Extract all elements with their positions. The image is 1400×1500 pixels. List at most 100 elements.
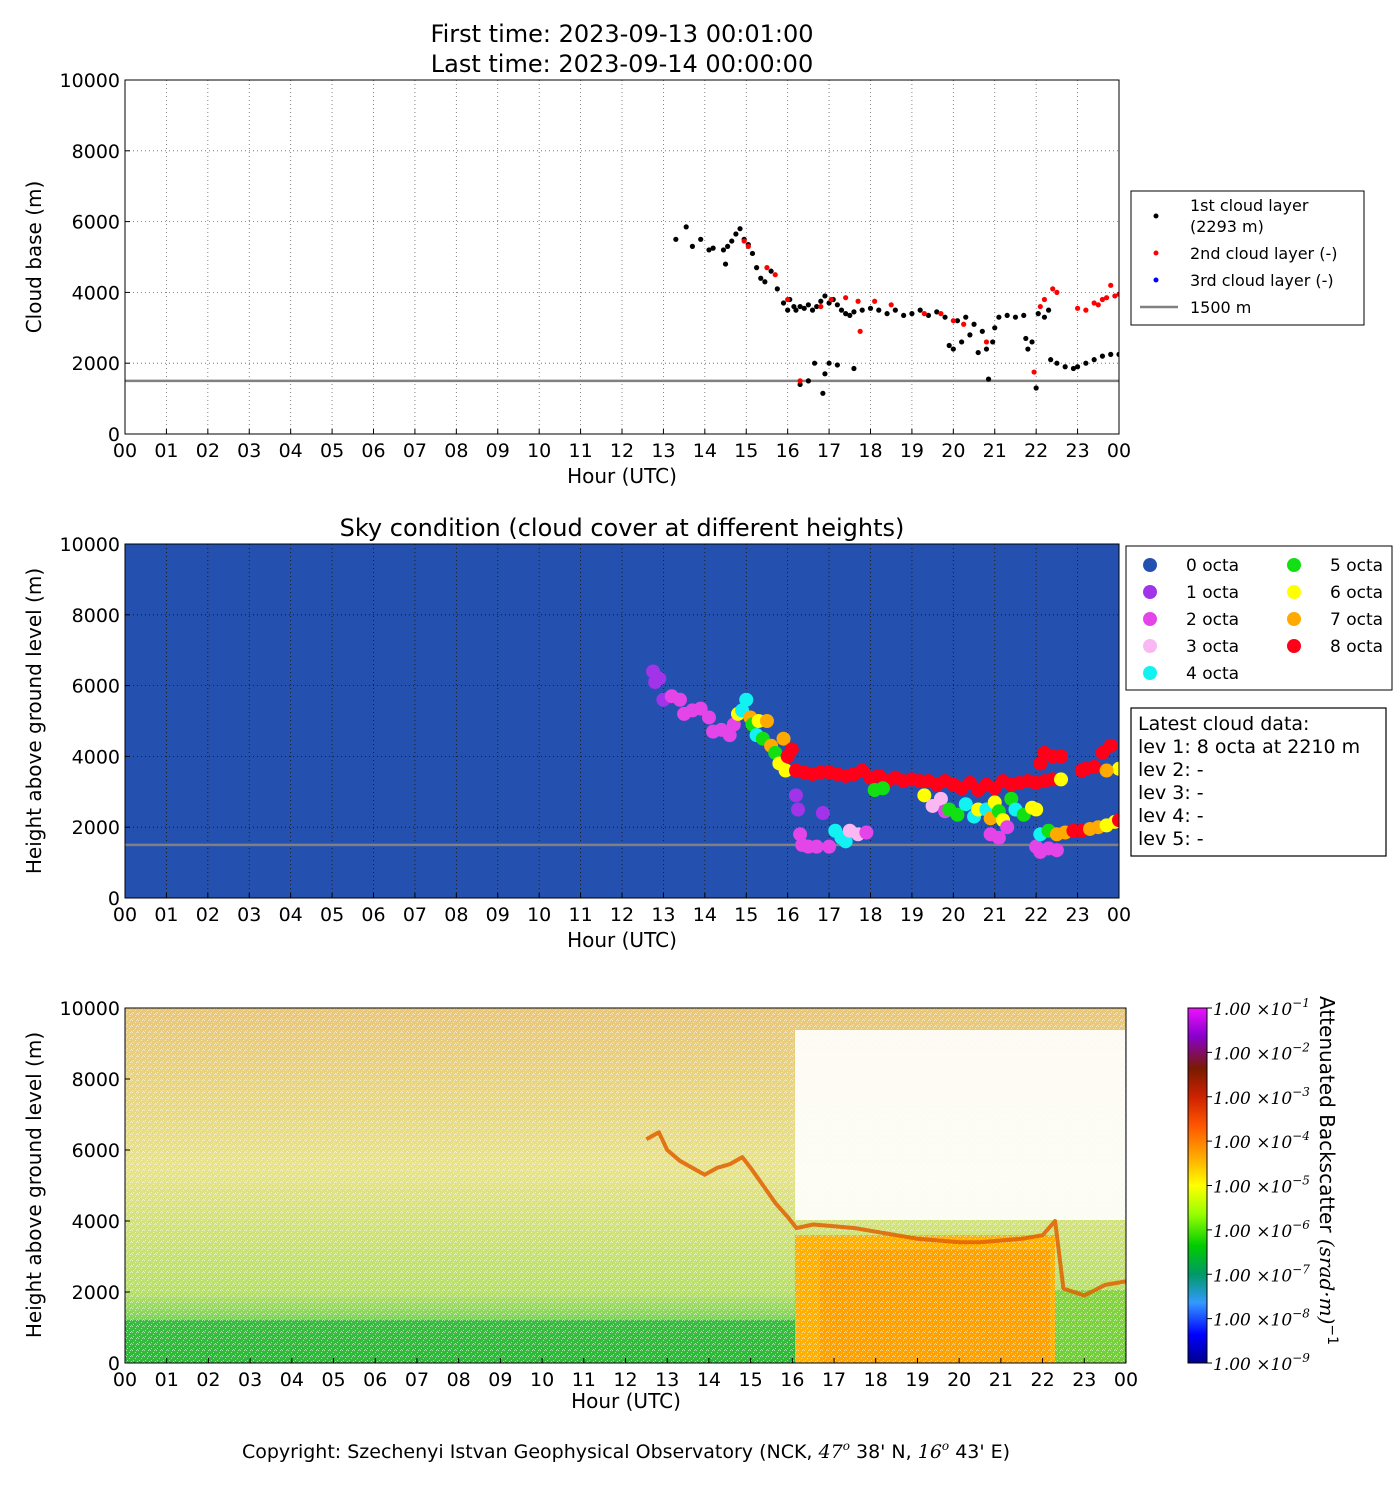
cloud-base-point-layer1 (867, 305, 874, 311)
colorbar-tick-label: 1.00 ×10−8 (1213, 1307, 1310, 1331)
colorbar-tick-label: 1.00 ×10−9 (1213, 1351, 1310, 1375)
sky-condition-x-tick-label: 13 (651, 904, 675, 926)
colorbar-tick-label: 1.00 ×10−6 (1213, 1218, 1310, 1242)
cloud-base-point-layer1 (1108, 351, 1114, 357)
copyright-footer: Copyright: Szechenyi Istvan Geophysical … (242, 1439, 1010, 1463)
octa-legend-marker-6 (1287, 585, 1301, 599)
cloud-base-point-layer2 (983, 339, 990, 345)
octa-legend-marker-5 (1287, 558, 1301, 572)
octa-legend-marker-1 (1143, 585, 1157, 599)
cloud-base-x-tick-label: 18 (858, 440, 882, 462)
latest-cloud-box: Latest cloud data: lev 1: 8 octa at 2210… (1130, 707, 1387, 857)
cloud-base-point-layer2 (1041, 296, 1048, 303)
sky-condition-y-tick-label: 4000 (72, 746, 120, 768)
cloud-base-y-tick-label: 0 (108, 424, 120, 446)
backscatter-y-ticks: 0 2000 4000 6000 8000 10000 (60, 998, 130, 1375)
sky-condition-point-octa-5 (768, 745, 783, 760)
sky-condition-point-octa-2 (859, 825, 874, 840)
legend-layer3: 3rd cloud layer (-) (1190, 271, 1334, 290)
cloud-base-x-tick-label: 22 (1024, 440, 1048, 462)
backscatter-x-tick-label: 11 (572, 1369, 596, 1391)
cloud-base-point-layer1 (805, 302, 811, 308)
cloud-base-point-layer2 (1037, 303, 1043, 310)
cloud-base-x-tick-label: 15 (734, 440, 758, 462)
cloud-base-point-layer2 (921, 311, 927, 317)
cloud-base-point-layer2 (950, 318, 956, 324)
octa-legend: 0 octa 1 octa 2 octa 3 octa 4 octa 5 octa 6 oc… (1125, 545, 1393, 691)
sky-condition-y-tick-label: 10000 (60, 534, 120, 556)
cloud-base-point-layer1 (950, 346, 956, 352)
sky-condition-x-tick-label: 00 (1107, 904, 1131, 926)
sky-condition-x-tick-label: 03 (237, 904, 261, 926)
sky-condition-x-tick-label: 07 (403, 904, 427, 926)
octa-legend-marker-4 (1143, 666, 1157, 680)
sky-condition-point-octa-8 (1054, 749, 1069, 764)
cloud-base-point-layer1 (1099, 353, 1106, 359)
cloud-base-x-tick-label: 09 (486, 440, 510, 462)
cloud-base-point-layer1 (822, 371, 828, 377)
cloud-base-point-layer1 (884, 311, 890, 317)
sky-condition-y-ticks: 0 2000 4000 6000 8000 10000 (60, 534, 130, 910)
cloud-base-x-tick-label: 05 (320, 440, 344, 462)
cloud-base-point-layer1 (851, 365, 857, 372)
latest-lev3: lev 3: - (1138, 782, 1204, 804)
backscatter-x-tick-label: 17 (822, 1369, 846, 1391)
cloud-base-point-layer2 (1050, 286, 1056, 292)
backscatter-y-tick-label: 0 (108, 1353, 120, 1375)
cloud-base-x-tick-label: 23 (1065, 440, 1089, 462)
cloud-base-x-tick-label: 02 (196, 440, 220, 462)
cloud-base-point-layer1 (780, 300, 787, 306)
cloud-base-point-layer1 (725, 243, 731, 249)
cloud-base-x-tick-label: 01 (154, 440, 178, 462)
last-time-title: Last time: 2023-09-14 00:00:00 (431, 50, 813, 78)
cloud-base-point-layer1 (983, 346, 990, 352)
cloud-base-point-layer1 (1116, 351, 1119, 357)
octa-legend-marker-3 (1143, 639, 1157, 653)
backscatter-x-tick-label: 14 (697, 1369, 721, 1391)
cloud-base-point-layer2 (1095, 302, 1101, 308)
sky-condition-point-octa-6 (778, 763, 793, 778)
cloud-base-point-layer1 (892, 307, 898, 313)
sky-condition-x-tick-label: 18 (858, 904, 882, 926)
cloud-base-point-layer1 (683, 224, 689, 230)
cloud-base-point-layer1 (720, 247, 727, 253)
cloud-base-point-layer1 (722, 261, 729, 267)
cloud-base-point-layer1 (979, 328, 985, 334)
cloud-base-panel: 00 01 02 03 04 05 06 07 08 09 10 11 12 13 14 15 16 17 18 19… (22, 70, 1365, 488)
cloud-base-point-layer1 (1091, 357, 1097, 363)
backscatter-y-tick-label: 10000 (60, 998, 120, 1020)
octa-legend-marker-0 (1143, 558, 1157, 572)
cloud-base-point-layer1 (754, 265, 760, 271)
cloud-base-point-layer2 (1099, 296, 1106, 303)
sky-condition-point-octa-2 (991, 830, 1006, 845)
cloud-base-point-layer1 (793, 307, 799, 313)
cloud-base-point-layer1 (1023, 335, 1029, 342)
cloud-base-point-layer1 (749, 250, 756, 257)
backscatter-y-tick-label: 2000 (72, 1282, 120, 1304)
cloud-base-points (125, 224, 1119, 396)
cloud-base-point-layer2 (961, 321, 967, 327)
cloud-base-point-layer1 (820, 390, 826, 396)
cloud-base-y-tick-label: 2000 (72, 353, 120, 375)
cloud-base-point-layer1 (762, 279, 768, 285)
sky-condition-point-octa-8 (1112, 813, 1119, 828)
cloud-base-point-layer1 (917, 307, 923, 313)
sky-condition-point-octa-6 (917, 788, 932, 803)
backscatter-cloud-trace (645, 1130, 1126, 1298)
cloud-base-point-layer1 (1045, 307, 1052, 313)
backscatter-x-tick-label: 04 (280, 1369, 304, 1391)
cloud-base-legend: 1st cloud layer (2293 m) 2nd cloud layer… (1130, 190, 1365, 326)
sky-condition-point-octa-7 (1099, 763, 1114, 778)
sky-condition-point-octa-4 (958, 797, 973, 812)
sky-condition-x-tick-label: 14 (693, 904, 717, 926)
cloud-base-point-layer2 (872, 298, 878, 304)
sky-condition-y-tick-label: 8000 (72, 605, 120, 627)
cloud-base-point-layer1 (851, 309, 857, 315)
sky-condition-points (125, 664, 1119, 859)
backscatter-x-tick-label: 13 (655, 1369, 679, 1391)
sky-condition-x-tick-label: 12 (610, 904, 634, 926)
cloud-base-point-layer2 (785, 296, 791, 303)
sky-condition-x-tick-label: 08 (444, 904, 468, 926)
sky-condition-point-octa-2 (726, 717, 741, 732)
